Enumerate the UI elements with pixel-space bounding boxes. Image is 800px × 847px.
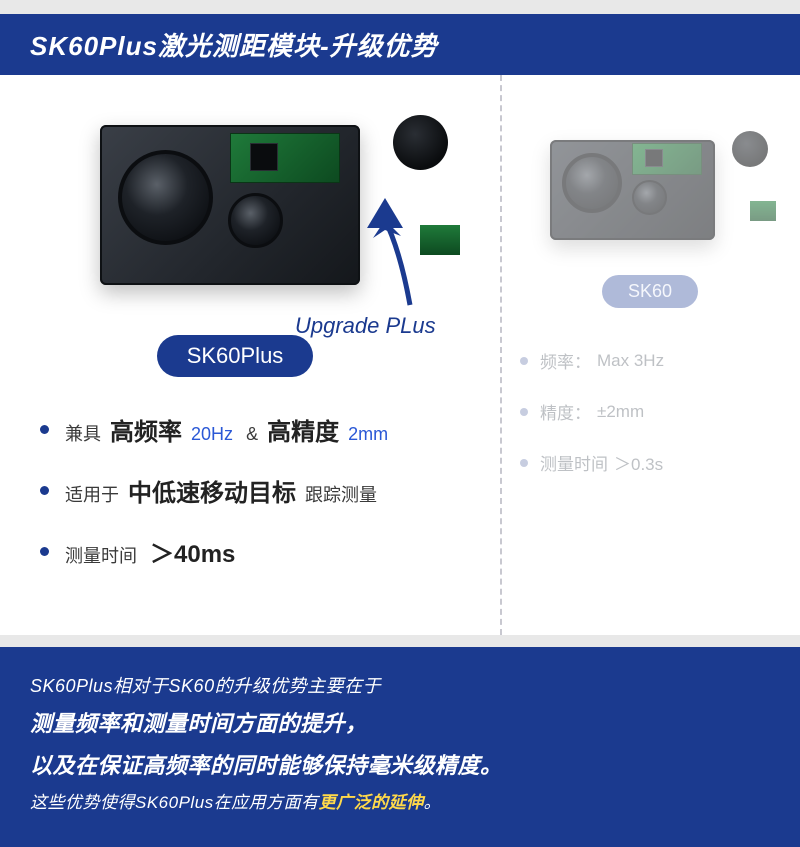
device-chip — [645, 149, 663, 167]
bullet-icon — [520, 357, 528, 365]
spec-text: 测量时间 ＞40ms — [61, 534, 239, 569]
footer-divider — [0, 635, 800, 647]
spec-text: 适用于 中低速移动目标 跟踪测量 — [61, 473, 381, 508]
footer-line-1: SK60Plus相对于SK60的升级优势主要在于 — [30, 669, 770, 703]
upgrade-label: Upgrade PLus — [295, 313, 436, 339]
bullet-icon — [520, 408, 528, 416]
main-area: Upgrade PLus SK60Plus 兼具 高频率 20Hz & 高精度 … — [0, 75, 800, 635]
footer-line-2: 测量频率和测量时间方面的提升， — [30, 703, 770, 745]
left-spec-item: 适用于 中低速移动目标 跟踪测量 — [40, 473, 480, 508]
badge-wrap-left: SK60Plus — [40, 335, 430, 377]
right-spec-item: 精度： ±2mm — [520, 399, 780, 424]
device-lens-large — [118, 150, 213, 245]
device-connector — [750, 201, 776, 221]
right-spec-list: 频率： Max 3Hz 精度： ±2mm 测量时间 ＞0.3s — [520, 348, 780, 475]
spec-text: 兼具 高频率 20Hz & 高精度 2mm — [61, 412, 392, 447]
bullet-icon — [40, 486, 49, 495]
top-divider — [0, 0, 800, 14]
footer-line-3: 以及在保证高频率的同时能够保持毫米级精度。 — [30, 745, 770, 787]
device-lens-small — [228, 193, 283, 248]
sk60-badge: SK60 — [602, 275, 698, 308]
upgrade-arrow-icon — [345, 190, 425, 310]
device-connector — [420, 225, 460, 255]
left-panel: Upgrade PLus SK60Plus 兼具 高频率 20Hz & 高精度 … — [0, 75, 500, 635]
header-title: SK60Plus激光测距模块-升级优势 — [30, 31, 438, 61]
right-spec-item: 测量时间 ＞0.3s — [520, 450, 780, 475]
bullet-icon — [40, 547, 49, 556]
bullet-icon — [40, 425, 49, 434]
device-lens-small — [632, 180, 667, 215]
device-buzzer — [732, 131, 768, 167]
badge-wrap-right: SK60 — [520, 275, 780, 308]
device-pcb — [632, 143, 702, 175]
left-spec-list: 兼具 高频率 20Hz & 高精度 2mm 适用于 中低速移动目标 跟踪测量 — [40, 412, 480, 569]
device-pcb — [230, 133, 340, 183]
right-panel: SK60 频率： Max 3Hz 精度： ±2mm 测量时间 ＞0.3s — [500, 75, 800, 635]
header-bar: SK60Plus激光测距模块-升级优势 — [0, 14, 800, 75]
footer: SK60Plus相对于SK60的升级优势主要在于 测量频率和测量时间方面的提升，… — [0, 647, 800, 847]
left-spec-item: 兼具 高频率 20Hz & 高精度 2mm — [40, 412, 480, 447]
device-buzzer — [393, 115, 448, 170]
device-lens-large — [562, 153, 622, 213]
device-chip — [250, 143, 278, 171]
left-spec-item: 测量时间 ＞40ms — [40, 534, 480, 569]
right-spec-item: 频率： Max 3Hz — [520, 348, 780, 373]
footer-line-4: 这些优势使得SK60Plus在应用方面有更广泛的延伸。 — [30, 787, 770, 819]
sk60plus-badge: SK60Plus — [157, 335, 314, 377]
device-small-illustration — [550, 125, 750, 255]
bullet-icon — [520, 459, 528, 467]
